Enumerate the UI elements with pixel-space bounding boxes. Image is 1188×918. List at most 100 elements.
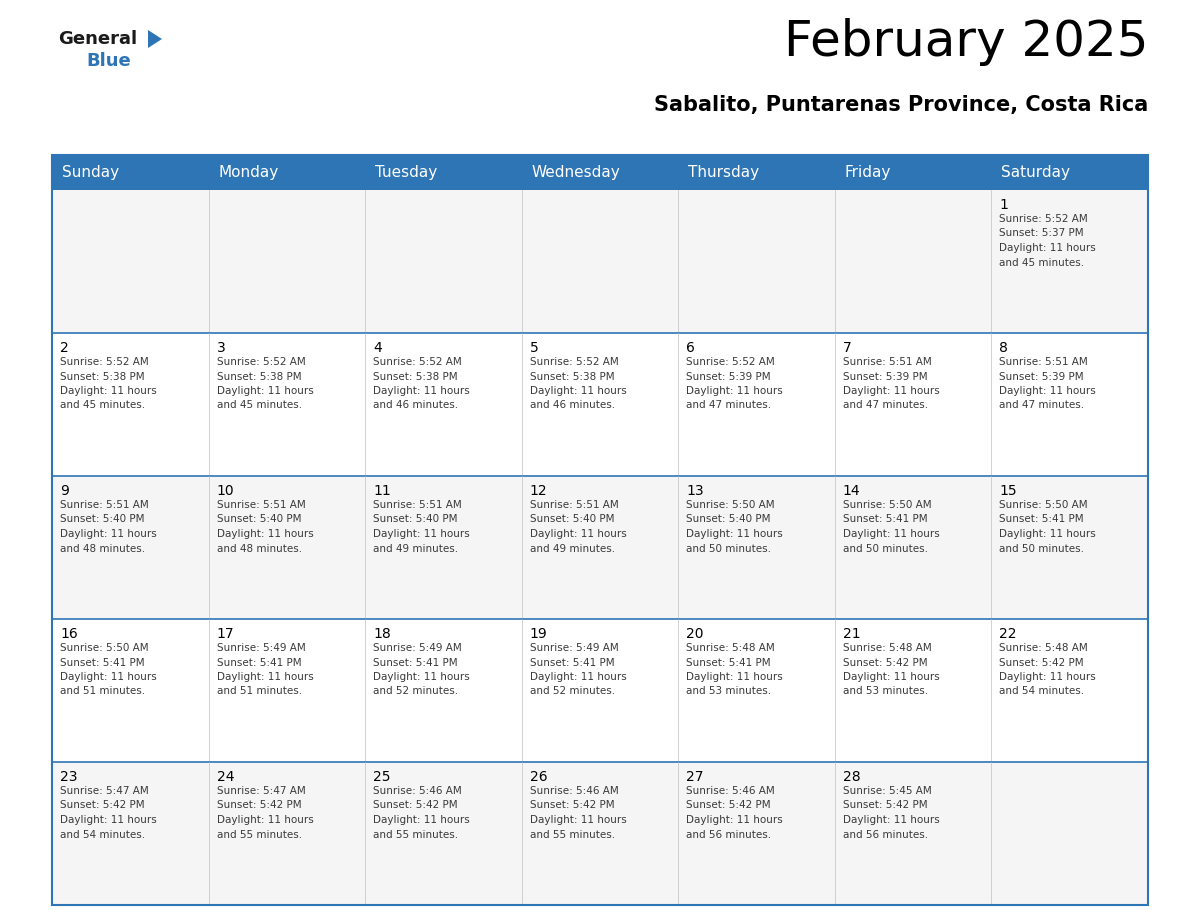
- Text: 9: 9: [61, 484, 69, 498]
- Text: Sunset: 5:40 PM: Sunset: 5:40 PM: [530, 514, 614, 524]
- Text: 18: 18: [373, 627, 391, 641]
- Text: 7: 7: [842, 341, 852, 355]
- Text: 3: 3: [216, 341, 226, 355]
- Text: and 47 minutes.: and 47 minutes.: [842, 400, 928, 410]
- Text: Sunrise: 5:46 AM: Sunrise: 5:46 AM: [530, 786, 619, 796]
- Text: and 52 minutes.: and 52 minutes.: [373, 687, 459, 697]
- Bar: [52, 619, 1148, 762]
- Text: and 55 minutes.: and 55 minutes.: [216, 830, 302, 839]
- Text: Sunset: 5:41 PM: Sunset: 5:41 PM: [216, 657, 302, 667]
- Text: Sunset: 5:42 PM: Sunset: 5:42 PM: [842, 800, 928, 811]
- Text: Daylight: 11 hours: Daylight: 11 hours: [999, 672, 1097, 682]
- Text: Saturday: Saturday: [1001, 165, 1070, 180]
- Text: Sunrise: 5:51 AM: Sunrise: 5:51 AM: [216, 500, 305, 510]
- Text: General: General: [58, 30, 137, 48]
- Text: February 2025: February 2025: [784, 18, 1148, 66]
- Text: Sunset: 5:38 PM: Sunset: 5:38 PM: [61, 372, 145, 382]
- Text: Sunset: 5:41 PM: Sunset: 5:41 PM: [373, 657, 457, 667]
- Text: Sunrise: 5:45 AM: Sunrise: 5:45 AM: [842, 786, 931, 796]
- Text: and 55 minutes.: and 55 minutes.: [530, 830, 615, 839]
- Text: Daylight: 11 hours: Daylight: 11 hours: [216, 529, 314, 539]
- Bar: [209, 155, 365, 190]
- Text: 24: 24: [216, 770, 234, 784]
- Text: Sunset: 5:39 PM: Sunset: 5:39 PM: [687, 372, 771, 382]
- Bar: [992, 155, 1148, 190]
- Text: Daylight: 11 hours: Daylight: 11 hours: [530, 529, 626, 539]
- Text: 8: 8: [999, 341, 1009, 355]
- Text: Sunset: 5:42 PM: Sunset: 5:42 PM: [216, 800, 302, 811]
- Text: 19: 19: [530, 627, 548, 641]
- Text: Daylight: 11 hours: Daylight: 11 hours: [216, 815, 314, 825]
- Text: Sunrise: 5:51 AM: Sunrise: 5:51 AM: [842, 357, 931, 367]
- Text: 11: 11: [373, 484, 391, 498]
- Bar: [52, 476, 1148, 619]
- Text: Sunrise: 5:50 AM: Sunrise: 5:50 AM: [842, 500, 931, 510]
- Bar: [365, 155, 522, 190]
- Text: and 50 minutes.: and 50 minutes.: [687, 543, 771, 554]
- Text: 21: 21: [842, 627, 860, 641]
- Text: and 45 minutes.: and 45 minutes.: [216, 400, 302, 410]
- Text: 6: 6: [687, 341, 695, 355]
- Text: and 45 minutes.: and 45 minutes.: [61, 400, 145, 410]
- Bar: [678, 155, 835, 190]
- Text: Sunset: 5:38 PM: Sunset: 5:38 PM: [530, 372, 614, 382]
- Text: Daylight: 11 hours: Daylight: 11 hours: [842, 672, 940, 682]
- Text: Tuesday: Tuesday: [375, 165, 437, 180]
- Text: Sunrise: 5:49 AM: Sunrise: 5:49 AM: [373, 643, 462, 653]
- Text: Sunset: 5:42 PM: Sunset: 5:42 PM: [530, 800, 614, 811]
- Text: Friday: Friday: [845, 165, 891, 180]
- Text: Sunrise: 5:51 AM: Sunrise: 5:51 AM: [530, 500, 619, 510]
- Text: Sunrise: 5:46 AM: Sunrise: 5:46 AM: [373, 786, 462, 796]
- Text: and 53 minutes.: and 53 minutes.: [687, 687, 771, 697]
- Text: Daylight: 11 hours: Daylight: 11 hours: [999, 529, 1097, 539]
- Text: and 46 minutes.: and 46 minutes.: [530, 400, 615, 410]
- Text: 1: 1: [999, 198, 1009, 212]
- Bar: [52, 155, 1148, 905]
- Text: Sunrise: 5:52 AM: Sunrise: 5:52 AM: [999, 214, 1088, 224]
- Text: Sunrise: 5:48 AM: Sunrise: 5:48 AM: [999, 643, 1088, 653]
- Text: Blue: Blue: [86, 52, 131, 70]
- Text: Thursday: Thursday: [688, 165, 759, 180]
- Text: 16: 16: [61, 627, 77, 641]
- Text: Sunrise: 5:51 AM: Sunrise: 5:51 AM: [373, 500, 462, 510]
- Text: Sunset: 5:40 PM: Sunset: 5:40 PM: [61, 514, 145, 524]
- Text: 14: 14: [842, 484, 860, 498]
- Text: Sunset: 5:42 PM: Sunset: 5:42 PM: [687, 800, 771, 811]
- Text: Daylight: 11 hours: Daylight: 11 hours: [530, 386, 626, 396]
- Text: Sunrise: 5:49 AM: Sunrise: 5:49 AM: [216, 643, 305, 653]
- Text: Sunrise: 5:47 AM: Sunrise: 5:47 AM: [61, 786, 148, 796]
- Text: 5: 5: [530, 341, 538, 355]
- Text: Sunset: 5:38 PM: Sunset: 5:38 PM: [216, 372, 302, 382]
- Text: Daylight: 11 hours: Daylight: 11 hours: [687, 529, 783, 539]
- Bar: [522, 155, 678, 190]
- Text: Daylight: 11 hours: Daylight: 11 hours: [687, 386, 783, 396]
- Text: and 47 minutes.: and 47 minutes.: [999, 400, 1085, 410]
- Text: 28: 28: [842, 770, 860, 784]
- Text: and 45 minutes.: and 45 minutes.: [999, 258, 1085, 267]
- Text: Sunday: Sunday: [62, 165, 119, 180]
- Text: Daylight: 11 hours: Daylight: 11 hours: [61, 386, 157, 396]
- Text: Sunrise: 5:49 AM: Sunrise: 5:49 AM: [530, 643, 619, 653]
- Text: Sunrise: 5:51 AM: Sunrise: 5:51 AM: [999, 357, 1088, 367]
- Text: Sunrise: 5:48 AM: Sunrise: 5:48 AM: [842, 643, 931, 653]
- Text: Daylight: 11 hours: Daylight: 11 hours: [530, 672, 626, 682]
- Text: Sunset: 5:39 PM: Sunset: 5:39 PM: [842, 372, 928, 382]
- Text: Daylight: 11 hours: Daylight: 11 hours: [61, 815, 157, 825]
- Text: Sunrise: 5:50 AM: Sunrise: 5:50 AM: [61, 643, 148, 653]
- Text: and 48 minutes.: and 48 minutes.: [216, 543, 302, 554]
- Text: Monday: Monday: [219, 165, 279, 180]
- Text: Sunset: 5:42 PM: Sunset: 5:42 PM: [61, 800, 145, 811]
- Bar: [52, 762, 1148, 905]
- Text: 15: 15: [999, 484, 1017, 498]
- Text: Daylight: 11 hours: Daylight: 11 hours: [373, 815, 470, 825]
- Text: Sunset: 5:39 PM: Sunset: 5:39 PM: [999, 372, 1085, 382]
- Text: 20: 20: [687, 627, 703, 641]
- Text: Sunset: 5:41 PM: Sunset: 5:41 PM: [61, 657, 145, 667]
- Text: Daylight: 11 hours: Daylight: 11 hours: [530, 815, 626, 825]
- Text: and 46 minutes.: and 46 minutes.: [373, 400, 459, 410]
- Text: Sunset: 5:42 PM: Sunset: 5:42 PM: [999, 657, 1085, 667]
- Text: 27: 27: [687, 770, 703, 784]
- Text: Daylight: 11 hours: Daylight: 11 hours: [373, 529, 470, 539]
- Text: 22: 22: [999, 627, 1017, 641]
- Text: Sunset: 5:41 PM: Sunset: 5:41 PM: [999, 514, 1085, 524]
